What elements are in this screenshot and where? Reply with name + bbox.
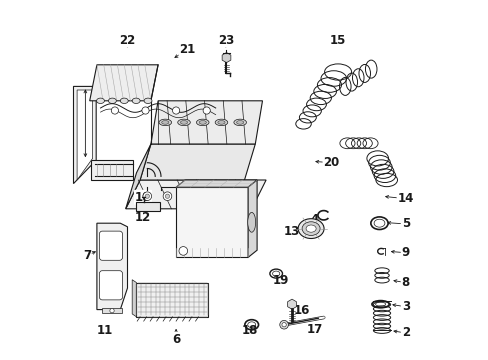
Text: 19: 19 bbox=[272, 274, 289, 287]
Circle shape bbox=[279, 320, 288, 329]
Circle shape bbox=[223, 192, 232, 201]
Bar bbox=[102, 308, 122, 313]
Ellipse shape bbox=[120, 98, 128, 104]
Bar bbox=[176, 187, 247, 257]
Circle shape bbox=[142, 192, 151, 201]
Ellipse shape bbox=[247, 212, 255, 232]
Polygon shape bbox=[91, 160, 133, 180]
Text: 12: 12 bbox=[135, 211, 151, 224]
Text: 3: 3 bbox=[401, 300, 409, 313]
Text: 15: 15 bbox=[328, 34, 345, 47]
Ellipse shape bbox=[215, 119, 227, 126]
Ellipse shape bbox=[108, 98, 116, 104]
Polygon shape bbox=[97, 223, 127, 310]
FancyBboxPatch shape bbox=[99, 271, 122, 300]
Circle shape bbox=[203, 107, 210, 114]
Text: 16: 16 bbox=[293, 304, 309, 317]
Circle shape bbox=[183, 192, 192, 201]
Ellipse shape bbox=[305, 225, 316, 232]
Bar bbox=[136, 202, 160, 211]
Polygon shape bbox=[132, 280, 136, 317]
Ellipse shape bbox=[302, 222, 320, 235]
Ellipse shape bbox=[236, 121, 244, 124]
Polygon shape bbox=[222, 53, 230, 63]
Polygon shape bbox=[287, 299, 296, 309]
Ellipse shape bbox=[144, 98, 152, 104]
Text: 2: 2 bbox=[401, 327, 409, 339]
Circle shape bbox=[205, 194, 209, 198]
Text: 4: 4 bbox=[310, 213, 318, 226]
Polygon shape bbox=[125, 144, 151, 209]
Circle shape bbox=[203, 192, 212, 201]
Ellipse shape bbox=[180, 121, 187, 124]
Circle shape bbox=[172, 107, 179, 114]
Ellipse shape bbox=[96, 98, 104, 104]
Circle shape bbox=[163, 192, 171, 201]
Ellipse shape bbox=[233, 119, 246, 126]
Polygon shape bbox=[176, 180, 257, 187]
Text: 18: 18 bbox=[241, 324, 258, 337]
Ellipse shape bbox=[162, 121, 168, 124]
Polygon shape bbox=[89, 65, 158, 101]
Polygon shape bbox=[125, 180, 265, 209]
Circle shape bbox=[142, 107, 149, 114]
Ellipse shape bbox=[199, 121, 206, 124]
Text: 11: 11 bbox=[97, 324, 113, 337]
Ellipse shape bbox=[218, 121, 224, 124]
Polygon shape bbox=[140, 144, 255, 180]
Circle shape bbox=[110, 309, 114, 313]
Polygon shape bbox=[151, 101, 262, 144]
Circle shape bbox=[165, 194, 169, 198]
Circle shape bbox=[111, 107, 118, 114]
Ellipse shape bbox=[177, 119, 190, 126]
Circle shape bbox=[145, 194, 149, 198]
Polygon shape bbox=[77, 90, 92, 180]
Ellipse shape bbox=[298, 219, 324, 238]
Text: 5: 5 bbox=[401, 217, 409, 230]
Text: 22: 22 bbox=[119, 34, 135, 47]
FancyBboxPatch shape bbox=[99, 231, 122, 260]
Text: 17: 17 bbox=[306, 323, 322, 336]
Text: 7: 7 bbox=[82, 249, 91, 262]
Circle shape bbox=[225, 194, 230, 198]
Ellipse shape bbox=[196, 119, 208, 126]
Text: 14: 14 bbox=[397, 192, 413, 205]
Polygon shape bbox=[247, 180, 257, 257]
Circle shape bbox=[179, 247, 187, 255]
Text: 20: 20 bbox=[323, 156, 339, 169]
Ellipse shape bbox=[159, 119, 171, 126]
Polygon shape bbox=[73, 86, 96, 184]
Text: 6: 6 bbox=[172, 333, 180, 346]
Bar bbox=[136, 283, 208, 317]
Text: 8: 8 bbox=[401, 276, 409, 289]
Circle shape bbox=[185, 194, 189, 198]
Ellipse shape bbox=[132, 98, 140, 104]
Circle shape bbox=[282, 323, 285, 327]
Text: 13: 13 bbox=[284, 225, 300, 238]
Text: 21: 21 bbox=[179, 43, 195, 56]
Text: 1: 1 bbox=[209, 247, 218, 260]
Text: 23: 23 bbox=[217, 34, 233, 47]
Text: 9: 9 bbox=[401, 246, 409, 259]
Text: 10: 10 bbox=[135, 191, 151, 204]
